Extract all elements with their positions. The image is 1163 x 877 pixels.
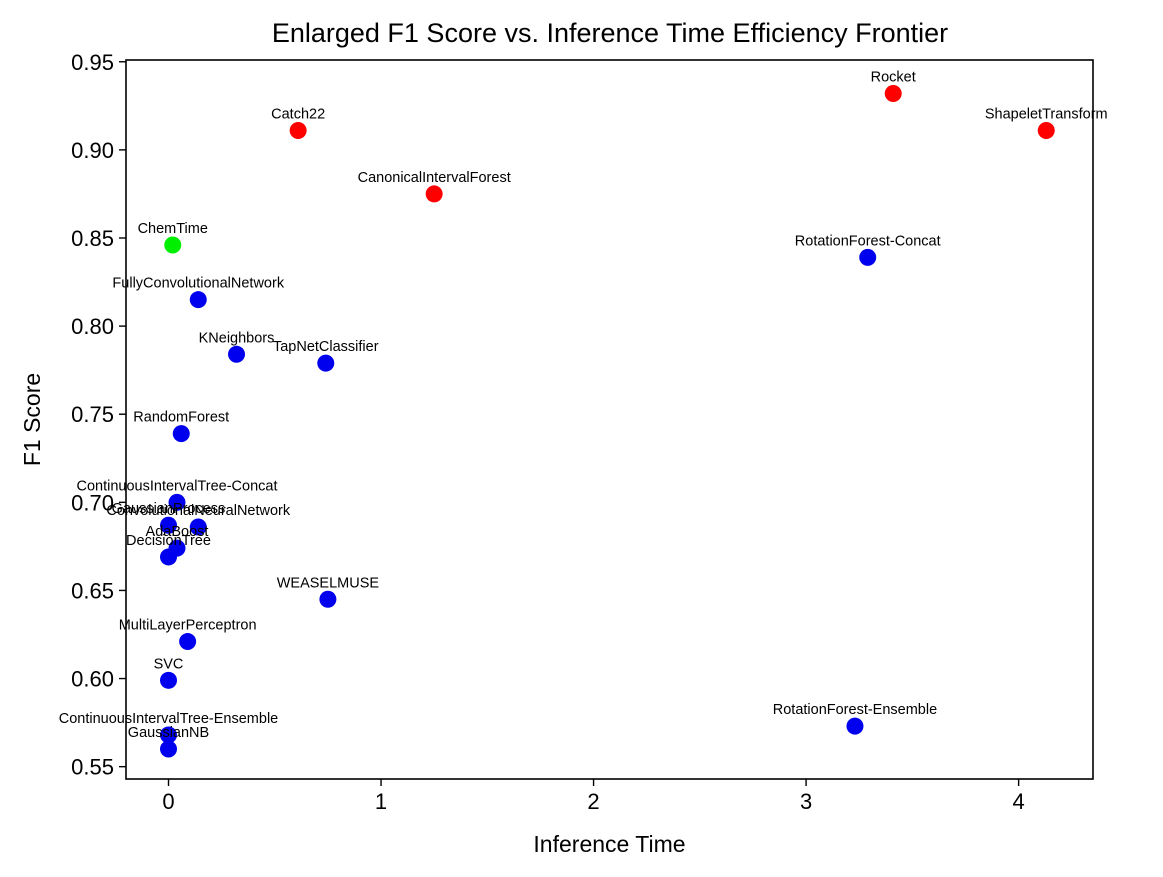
y-tick-label: 0.65 <box>71 578 114 603</box>
point-label: ChemTime <box>138 221 208 237</box>
point-label: FullyConvolutionalNetwork <box>112 276 284 292</box>
x-tick-label: 2 <box>587 789 599 814</box>
plot-area-frame <box>125 59 1094 780</box>
data-point <box>160 726 178 744</box>
y-tick-label: 0.70 <box>71 490 114 515</box>
data-point <box>1037 121 1055 139</box>
point-label: ShapeletTransform <box>985 106 1108 122</box>
y-tick-label: 0.55 <box>71 755 114 780</box>
data-point <box>189 291 207 309</box>
point-label: Catch22 <box>271 106 325 122</box>
data-point <box>160 548 178 566</box>
y-tick-label: 0.75 <box>71 402 114 427</box>
data-point <box>846 717 864 735</box>
y-tick-label: 0.60 <box>71 667 114 692</box>
point-label: RandomForest <box>133 410 229 426</box>
point-label: GaussianNB <box>128 725 209 741</box>
point-label: ContinuousIntervalTree-Ensemble <box>59 711 279 727</box>
point-label: TapNetClassifier <box>273 339 379 355</box>
point-label: CanonicalIntervalForest <box>358 170 511 186</box>
data-point <box>319 590 337 608</box>
point-label: RotationForest-Concat <box>795 233 941 249</box>
point-label: DecisionTree <box>126 533 211 549</box>
point-label: KNeighbors <box>199 330 275 346</box>
point-label: Rocket <box>871 69 916 85</box>
point-label: AdaBoost <box>146 524 209 540</box>
data-point <box>160 516 178 534</box>
data-point <box>164 236 182 254</box>
data-point <box>317 354 335 372</box>
data-point <box>179 633 197 651</box>
x-tick-label: 4 <box>1012 789 1024 814</box>
y-tick-label: 0.95 <box>71 50 114 75</box>
data-point <box>189 518 207 536</box>
data-point <box>884 84 902 102</box>
point-label: RotationForest-Ensemble <box>773 702 937 718</box>
chart-title: Enlarged F1 Score vs. Inference Time Eff… <box>272 18 948 48</box>
y-tick-label: 0.80 <box>71 314 114 339</box>
data-point <box>172 425 190 443</box>
point-label: WEASELMUSE <box>277 575 380 591</box>
x-tick-label: 0 <box>162 789 174 814</box>
data-point <box>859 248 877 266</box>
point-label: ConvolutionalNeuralNetwork <box>106 503 291 519</box>
data-point <box>168 493 186 511</box>
data-point <box>289 121 307 139</box>
x-axis-title: Inference Time <box>533 831 685 857</box>
point-label: ContinuousIntervalTree-Concat <box>77 478 278 494</box>
x-tick-label: 3 <box>800 789 812 814</box>
x-tick-label: 1 <box>375 789 387 814</box>
y-tick-label: 0.90 <box>71 138 114 163</box>
y-axis-title: F1 Score <box>19 373 45 466</box>
point-label: MultiLayerPerceptron <box>119 618 257 634</box>
data-point <box>160 740 178 758</box>
y-tick-label: 0.85 <box>71 226 114 251</box>
data-point <box>228 345 246 363</box>
point-label: SVC <box>154 656 184 672</box>
data-point <box>425 185 443 203</box>
point-label: GaussianProcess <box>112 501 226 517</box>
data-point <box>160 671 178 689</box>
